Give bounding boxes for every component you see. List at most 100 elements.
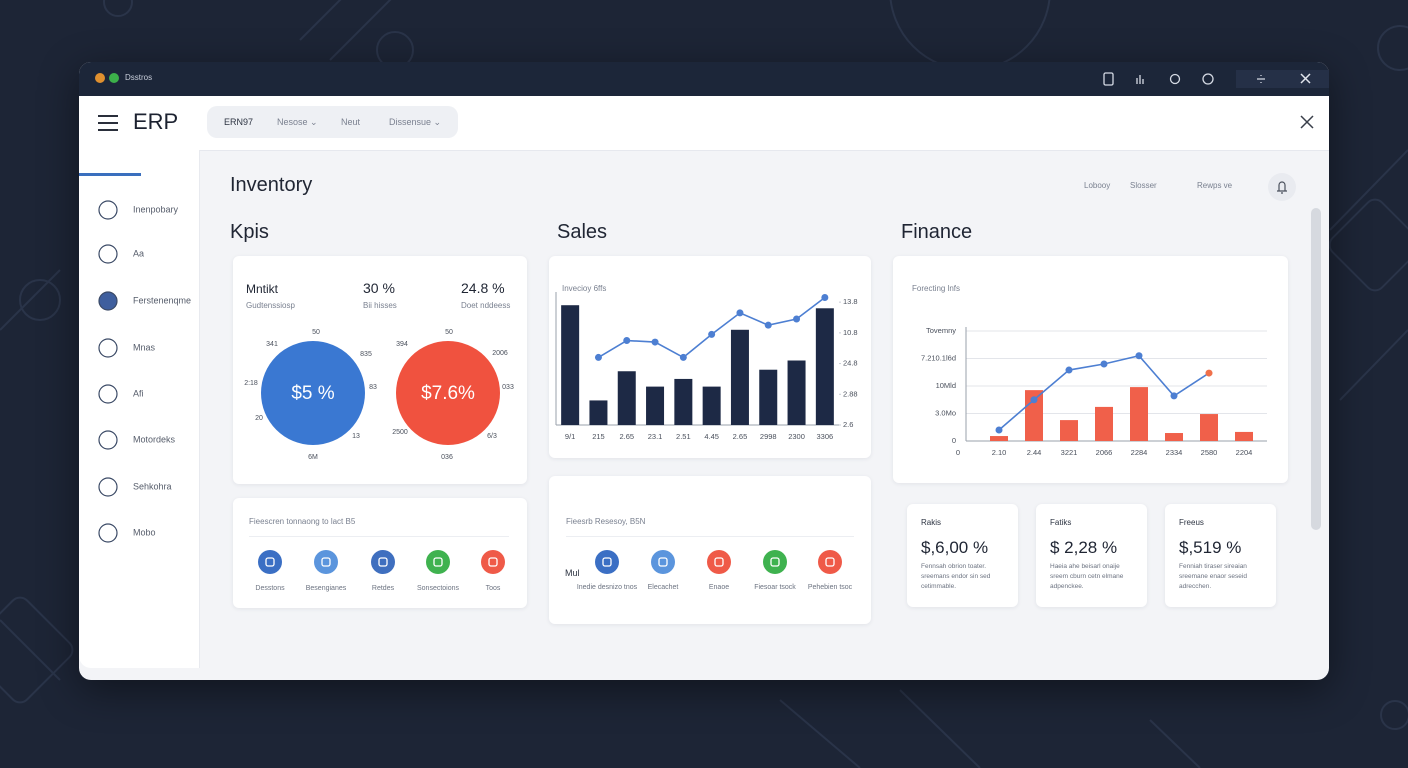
sidebar-item[interactable]: Aa [98,244,144,264]
shortcut[interactable]: Fiesoar tsock [754,550,796,591]
bar [1060,420,1078,441]
bar [702,386,721,425]
page-action[interactable]: Slosser [1130,181,1157,190]
shortcut[interactable]: Elecachet [648,550,679,591]
card-title: Freeus [1179,518,1204,527]
x-tick-label: 2334 [1166,448,1183,457]
gauge-label: 033 [502,384,514,391]
card-text: adrecchen. [1179,583,1212,590]
gauge-label: 394 [396,341,408,348]
sidebar-item[interactable]: Afi [98,384,144,404]
sidebar-label: Sehkohra [133,481,172,491]
y-tick-label: 3.0Mo [935,408,956,417]
shortcut[interactable]: Enaoe [707,550,731,591]
sidebar [79,150,200,668]
shortcut-label: Enaoe [709,584,729,591]
menu-button[interactable] [97,114,119,132]
notification-button[interactable] [1267,172,1297,202]
nav-item[interactable]: ERN97 [224,117,254,127]
sidebar-icon [98,200,118,220]
x-tick-label: 2.65 [733,432,748,441]
shortcut-label: Sonsectoions [417,585,460,592]
shortcut-glyph [265,557,275,567]
bar [646,386,665,425]
metric-label: Mntikt [246,282,279,296]
shortcut[interactable]: Desstons [255,550,285,592]
y-tick-label: 10Mld [936,381,956,390]
sidebar-item[interactable]: Ferstenenqme [98,291,191,311]
shortcut[interactable]: Sonsectoions [417,550,460,592]
gauge-label: 50 [312,329,320,336]
gauge-label: 2:18 [244,380,258,387]
shortcut-label: Besengianes [306,585,347,592]
card-title: Fieesrb Resesoy, B5N [566,517,646,526]
chart-title: Forecting lnfs [912,284,960,293]
sidebar-item[interactable]: Mobo [98,523,156,543]
shortcut-label: Desstons [255,585,285,592]
shortcut-label: Retdes [372,585,395,592]
card-text: sreemane enaor seseid [1179,573,1247,580]
page-action[interactable]: Lobooy [1084,181,1111,190]
toolbar-icons [1103,70,1329,88]
close-button[interactable] [1300,73,1311,84]
x-tick-label: 2.65 [619,432,634,441]
sidebar-icon [98,523,118,543]
window-dot[interactable] [109,73,119,83]
gauge [261,341,365,445]
shortcut-label: Inedie desnizo tnos [577,584,638,591]
x-tick-label: 4.45 [704,432,719,441]
title-bar: Dsstros [79,62,1329,96]
bar [1200,414,1218,441]
card-title: Fieescren tonnaong to lact B5 [249,517,356,526]
y-tick-label: 2.88 [843,389,858,398]
close-button[interactable] [1300,115,1314,129]
line-point [736,309,744,317]
shortcut[interactable]: Pehebien tsoc [808,550,853,591]
sidebar-icon [98,291,118,311]
icon[interactable] [1202,73,1214,85]
sidebar-item[interactable]: Sehkohra [98,477,172,497]
page-action[interactable]: Rewps ve [1197,181,1233,190]
gauge-label: 6M [308,454,318,461]
scrollbar[interactable] [1311,208,1321,530]
y-tick-label: 7.210.1l6d [921,353,956,362]
section-heading: Kpis [230,221,269,243]
sidebar-icon [98,338,118,358]
bar [1165,433,1183,441]
nav-item[interactable]: Neut [341,117,361,127]
shortcut[interactable]: Besengianes [306,550,347,592]
bar [815,308,834,425]
shortcut[interactable]: Retdes [371,550,395,592]
x-tick-label: 2.44 [1027,448,1042,457]
line-point [793,315,801,323]
window-dot[interactable] [95,73,105,83]
sidebar-label: Ferstenenqme [133,295,191,305]
sidebar-item[interactable]: Motordeks [98,430,176,450]
nav-item[interactable]: Dissensue ⌄ [389,117,442,127]
section-heading: Sales [557,221,608,243]
chart-card [893,256,1288,483]
shortcut-icon [314,550,338,574]
icon[interactable] [1136,75,1144,84]
line-point [1170,392,1178,400]
card-text: adpenckee. [1050,583,1084,590]
shortcut-glyph [658,557,668,567]
logo: ERP [133,109,179,134]
nav-item[interactable]: Nesose ⌄ [277,117,318,127]
bar [990,436,1008,441]
shortcut[interactable]: Toos [481,550,505,592]
shortcut[interactable]: Inedie desnizo tnos [577,550,638,591]
icon[interactable] [1103,72,1114,86]
line [598,296,826,359]
shortcut-glyph [378,557,388,567]
icon[interactable] [1257,75,1265,83]
shortcut-label: Fiesoar tsock [754,584,796,591]
gauge [396,341,500,445]
icon[interactable] [1169,73,1181,85]
metric-sublabel: Gudtenssiosp [246,301,295,310]
stat-label: Bii hisses [363,301,397,310]
sidebar-item[interactable]: Inenpobary [98,200,179,220]
gauge-label: 50 [445,329,453,336]
sidebar-icon [98,244,118,264]
sidebar-item[interactable]: Mnas [98,338,156,358]
